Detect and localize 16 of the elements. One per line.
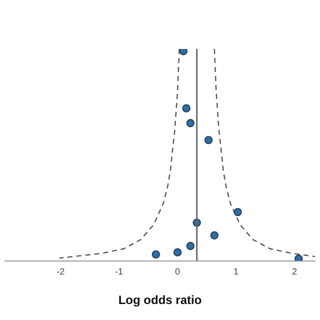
point [204,136,213,144]
point [152,250,160,259]
point [186,242,195,250]
point [210,231,218,240]
point [186,119,195,128]
x-tick-label: 2 [292,266,298,277]
point [234,208,242,216]
point [179,49,188,56]
x-tick-label: 1 [234,266,239,277]
x-axis-title: Log odds ratio [118,293,202,308]
x-tick-label: -1 [115,266,124,277]
point [294,254,303,261]
x-tick-label: -2 [56,266,65,277]
x-tick-label: 0 [175,266,180,277]
point [173,248,182,256]
point [182,104,190,112]
